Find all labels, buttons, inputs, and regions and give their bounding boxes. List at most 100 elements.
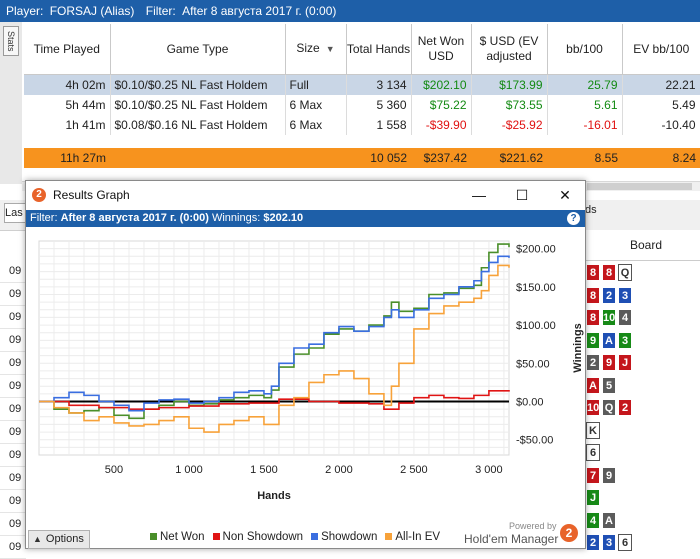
col-header-game-type[interactable]: Game Type xyxy=(110,24,286,75)
col-header-ev-bb100[interactable]: EV bb/100 xyxy=(622,24,700,75)
y-axis-label: Winnings xyxy=(572,323,584,372)
board-row[interactable]: 10 Q 2 xyxy=(586,397,700,420)
cell-ev: $73.55 xyxy=(471,95,548,115)
cell-size: 6 Max xyxy=(285,115,347,135)
cell-net: $75.22 xyxy=(411,95,472,115)
total-ev: $221.62 xyxy=(471,148,547,168)
hand-date-cell: 09 xyxy=(0,421,26,444)
graph-filter-label: Filter: xyxy=(30,212,58,224)
hand-date-cell: 09 xyxy=(0,444,26,467)
window-titlebar[interactable]: 2 Results Graph — ☐ ✕ xyxy=(26,181,585,210)
graph-filter-bar: Filter: After 8 августа 2017 г. (0:00) W… xyxy=(26,210,585,227)
legend-item[interactable]: Net Won xyxy=(150,531,205,543)
help-icon[interactable]: ? xyxy=(567,212,580,225)
cell-hands: 5 360 xyxy=(346,95,412,115)
cell-ev: $173.99 xyxy=(471,74,548,95)
sort-desc-icon: ▼ xyxy=(325,44,335,54)
cell-bb: 5.61 xyxy=(547,95,623,115)
results-graph-chart: 500 1 000 1 500 2 000 2 500 3 000 $200.00 $150.… xyxy=(38,240,584,502)
table-spacer xyxy=(24,135,700,148)
hand-date-column: 09 09 09 09 09 09 09 09 09 09 09 09 09 xyxy=(0,260,26,559)
table-row[interactable]: 5h 44m $0.10/$0.25 NL Fast Holdem 6 Max … xyxy=(24,95,700,115)
table-row[interactable]: 1h 41m $0.08/$0.16 NL Fast Holdem 6 Max … xyxy=(24,115,700,135)
filter-value[interactable]: After 8 августа 2017 г. (0:00) xyxy=(182,4,337,18)
col-header-size[interactable]: Size ▼ xyxy=(285,24,347,75)
y-tick-label: -$50.00 xyxy=(516,435,553,447)
series-line-showdown xyxy=(39,255,510,412)
col-header-total-hands[interactable]: Total Hands xyxy=(346,24,412,75)
hand-date-cell: 09 xyxy=(0,283,26,306)
cell-bb: 25.79 xyxy=(547,74,623,95)
cell-net: $202.10 xyxy=(411,74,472,95)
hand-date-cell: 09 xyxy=(0,490,26,513)
stats-tab[interactable]: Stats xyxy=(3,26,19,56)
card-icon: 2 xyxy=(602,286,616,304)
brand-name: Hold'em Manager xyxy=(464,532,559,546)
legend-item[interactable]: Non Showdown xyxy=(212,531,303,543)
options-button[interactable]: ▲ Options xyxy=(28,530,90,549)
series-line-non-showdown xyxy=(39,390,510,410)
cell-hands: 3 134 xyxy=(346,74,412,95)
card-icon: 2 xyxy=(586,534,600,551)
card-icon: 8 xyxy=(586,309,600,326)
player-value[interactable]: FORSAJ (Alias) xyxy=(49,4,135,18)
hands-tab-fragment[interactable]: ds xyxy=(585,204,597,216)
col-header-ev-usd[interactable]: $ USD (EV adjusted xyxy=(471,24,548,75)
minimize-icon[interactable]: — xyxy=(472,187,486,203)
x-axis-label: Hands xyxy=(257,490,291,502)
legend-item[interactable]: Showdown xyxy=(311,531,377,543)
hand-date-cell: 09 xyxy=(0,352,26,375)
board-column-header[interactable]: Board xyxy=(586,230,700,261)
card-icon: 10 xyxy=(586,399,600,416)
legend-label: Net Won xyxy=(160,531,205,543)
scrollbar-thumb[interactable] xyxy=(587,183,692,190)
col-header-bb100[interactable]: bb/100 xyxy=(547,24,623,75)
hm2-logo-icon: 2 xyxy=(32,188,46,202)
legend-swatch xyxy=(385,533,393,541)
x-tick-label: 500 xyxy=(105,464,123,476)
card-icon: K xyxy=(586,421,600,439)
stats-table: Time Played Game Type Size ▼ Total Hands … xyxy=(24,24,700,168)
maximize-icon[interactable]: ☐ xyxy=(515,187,529,203)
chevron-up-icon: ▲ xyxy=(33,534,42,544)
card-icon: 4 xyxy=(618,309,632,326)
hand-date-cell: 09 xyxy=(0,467,26,490)
hand-date-cell: 09 xyxy=(0,260,26,283)
cell-hands: 1 558 xyxy=(346,115,412,135)
board-row[interactable]: 6 xyxy=(586,442,700,465)
total-net: $237.42 xyxy=(411,148,471,168)
x-tick-label: 2 500 xyxy=(400,464,428,476)
player-label: Player: xyxy=(6,4,44,18)
col-header-time[interactable]: Time Played xyxy=(24,24,111,75)
cell-evbb: -10.40 xyxy=(622,115,700,135)
last-tab[interactable]: Las xyxy=(4,203,28,223)
total-size xyxy=(285,148,346,168)
cell-time: 4h 02m xyxy=(24,74,111,95)
legend-item[interactable]: All-In EV xyxy=(385,531,440,543)
cell-game: $0.10/$0.25 NL Fast Holdem xyxy=(110,74,286,95)
chart-legend: Net Won Non Showdown Showdown All-In EV xyxy=(150,531,448,543)
legend-swatch xyxy=(212,533,220,541)
board-row[interactable]: 8 10 4 xyxy=(586,307,700,330)
table-row[interactable]: 4h 02m $0.10/$0.25 NL Fast Holdem Full 3… xyxy=(24,74,700,95)
board-row[interactable]: J xyxy=(586,487,700,510)
close-icon[interactable]: ✕ xyxy=(559,187,571,203)
card-icon: 6 xyxy=(586,444,600,461)
table-header-row: Time Played Game Type Size ▼ Total Hands … xyxy=(24,24,700,75)
board-row[interactable]: K xyxy=(586,420,700,443)
y-tick-label: $50.00 xyxy=(516,358,550,370)
winnings-label: Winnings: xyxy=(211,212,261,224)
cell-size: 6 Max xyxy=(285,95,347,115)
card-icon: A xyxy=(602,331,616,349)
legend-label: Showdown xyxy=(321,531,378,543)
col-header-net-won[interactable]: Net Won USD xyxy=(411,24,472,75)
hand-date-cell: 09 xyxy=(0,398,26,421)
